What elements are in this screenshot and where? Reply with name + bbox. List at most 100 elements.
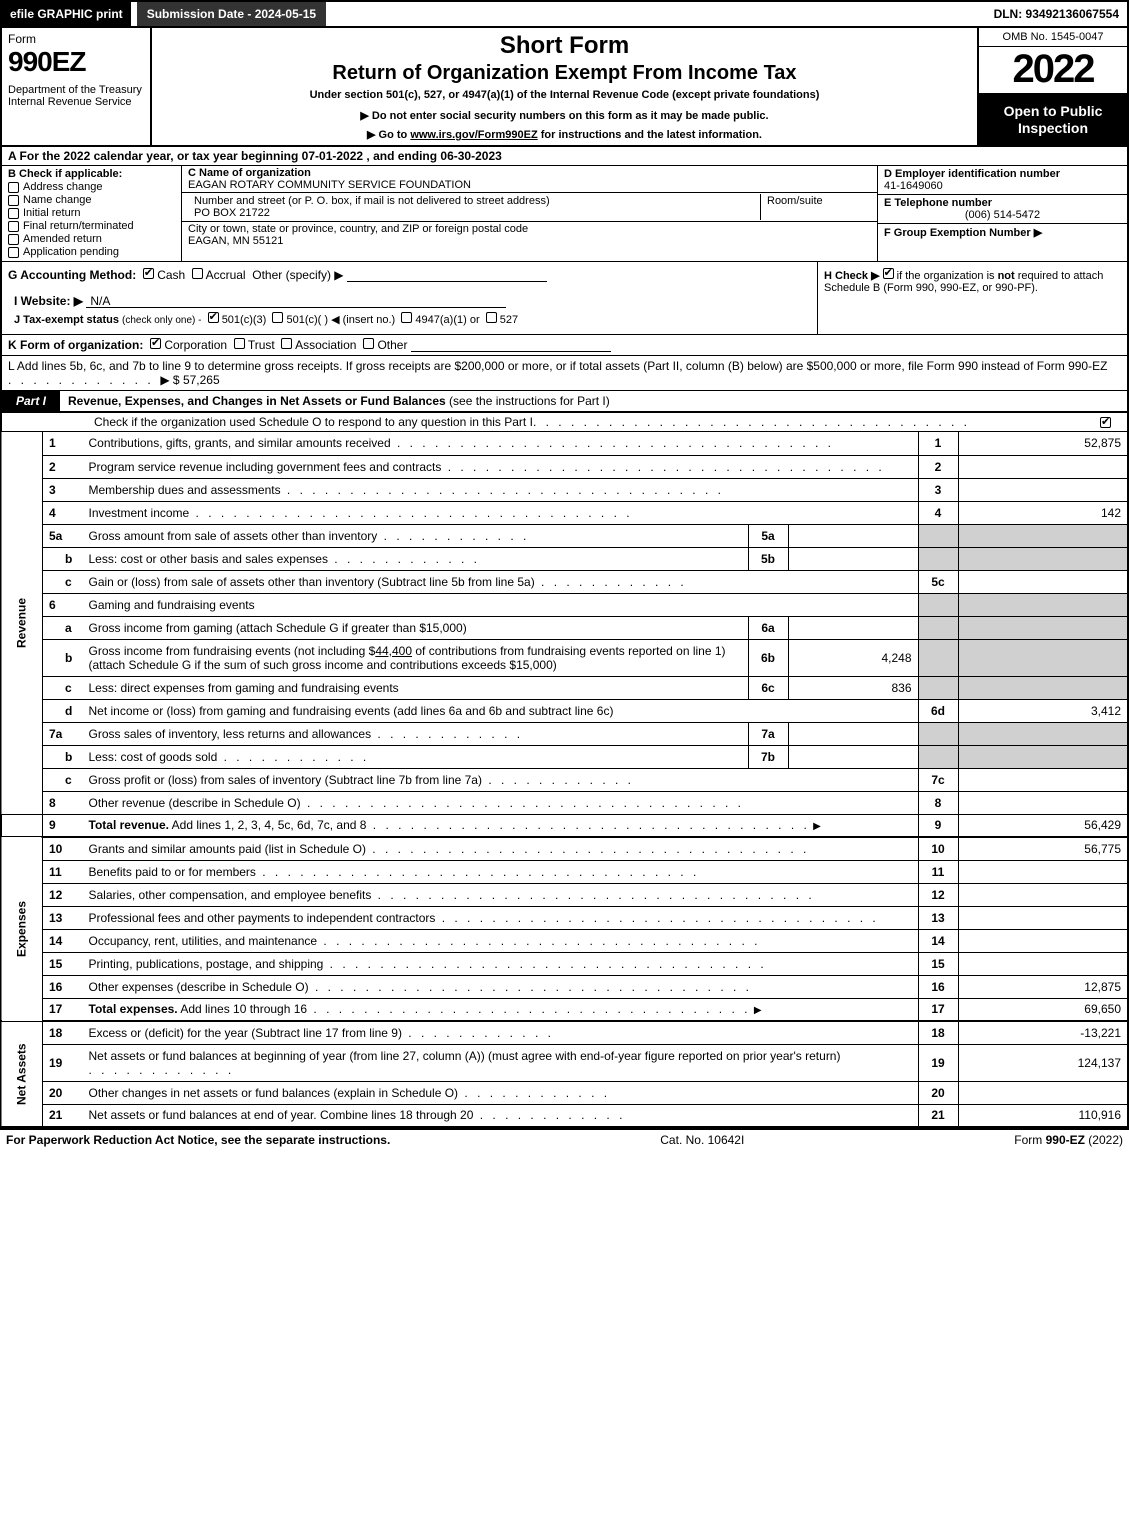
- col-def: D Employer identification number 41-1649…: [877, 166, 1127, 261]
- subtitle-3: ▶ Go to www.irs.gov/Form990EZ for instru…: [162, 128, 967, 141]
- side-revenue: Revenue: [1, 432, 43, 814]
- arrow-17: ▶: [754, 1005, 762, 1016]
- page-footer: For Paperwork Reduction Act Notice, see …: [0, 1128, 1129, 1150]
- chk-initial-return[interactable]: [8, 208, 19, 219]
- chk-application-pending[interactable]: [8, 247, 19, 258]
- c-city: EAGAN, MN 55121: [188, 235, 871, 247]
- sb-7b: 7b: [748, 745, 788, 768]
- nc-3: 3: [918, 478, 958, 501]
- row-14: 14 Occupancy, rent, utilities, and maint…: [1, 929, 1128, 952]
- nc-16: 16: [918, 975, 958, 998]
- row-6c: c Less: direct expenses from gaming and …: [1, 676, 1128, 699]
- nc-1: 1: [918, 432, 958, 455]
- chk-527[interactable]: [486, 312, 497, 323]
- d-15: Printing, publications, postage, and shi…: [89, 957, 767, 971]
- d-10: Grants and similar amounts paid (list in…: [89, 842, 810, 856]
- row-7c: c Gross profit or (loss) from sales of i…: [1, 768, 1128, 791]
- amt-6b: [958, 639, 1128, 676]
- d-19: Net assets or fund balances at beginning…: [89, 1049, 841, 1063]
- form-label: Form: [8, 32, 144, 46]
- k-other-field[interactable]: [411, 338, 611, 352]
- chk-trust[interactable]: [234, 338, 245, 349]
- ln-6b: b: [43, 639, 83, 676]
- chk-cash[interactable]: [143, 268, 154, 279]
- part-i-header: Part I Revenue, Expenses, and Changes in…: [0, 390, 1129, 413]
- k-other: Other: [377, 338, 407, 352]
- d-6d: Net income or (loss) from gaming and fun…: [83, 699, 919, 722]
- amt-7b: [958, 745, 1128, 768]
- nc-8: 8: [918, 791, 958, 814]
- c-city-label: City or town, state or province, country…: [188, 223, 871, 235]
- chk-name-change-label: Name change: [23, 194, 92, 206]
- h-label: H Check ▶: [824, 270, 880, 282]
- top-bar: efile GRAPHIC print Submission Date - 20…: [0, 0, 1129, 28]
- d-label: D Employer identification number: [884, 168, 1121, 180]
- header-center: Short Form Return of Organization Exempt…: [152, 28, 977, 145]
- nc-20: 20: [918, 1081, 958, 1104]
- main-title: Return of Organization Exempt From Incom…: [162, 62, 967, 85]
- chk-assoc[interactable]: [281, 338, 292, 349]
- k-trust: Trust: [248, 338, 275, 352]
- amt-3: [958, 478, 1128, 501]
- line-a-mid: , and ending: [366, 149, 440, 163]
- d-5b: Less: cost or other basis and sales expe…: [89, 552, 480, 566]
- tax-year: 2022: [979, 47, 1127, 94]
- amt-5c: [958, 570, 1128, 593]
- ln-6d: d: [43, 699, 83, 722]
- chk-4947[interactable]: [401, 312, 412, 323]
- sv-5a: [788, 524, 918, 547]
- amt-13: [958, 906, 1128, 929]
- amt-16: 12,875: [958, 975, 1128, 998]
- l-value: 57,265: [183, 373, 220, 387]
- side-netassets: Net Assets: [1, 1021, 43, 1127]
- chk-other[interactable]: [363, 338, 374, 349]
- part-i-tail: (see the instructions for Part I): [446, 394, 610, 408]
- sub3-post: for instructions and the latest informat…: [538, 129, 762, 141]
- h-text: if the organization is: [897, 270, 998, 282]
- subtitle-1: Under section 501(c), 527, or 4947(a)(1)…: [162, 89, 967, 101]
- j-label: J Tax-exempt status: [14, 314, 119, 326]
- d-9: Total revenue.: [89, 818, 169, 832]
- subtitle-2: ▶ Do not enter social security numbers o…: [162, 109, 967, 122]
- chk-final-return[interactable]: [8, 221, 19, 232]
- nc-10: 10: [918, 837, 958, 860]
- footer-right: Form 990-EZ (2022): [1014, 1133, 1123, 1147]
- row-16: 16 Other expenses (describe in Schedule …: [1, 975, 1128, 998]
- amt-7c: [958, 768, 1128, 791]
- chk-accrual[interactable]: [192, 268, 203, 279]
- ln-13: 13: [43, 906, 83, 929]
- g-cash: Cash: [157, 268, 185, 282]
- j-sub: (check only one) -: [122, 315, 201, 326]
- ln-2: 2: [43, 455, 83, 478]
- ln-16: 16: [43, 975, 83, 998]
- nc-5a: [918, 524, 958, 547]
- d-12: Salaries, other compensation, and employ…: [89, 888, 815, 902]
- k-assoc: Association: [295, 338, 356, 352]
- omb-number: OMB No. 1545-0047: [979, 28, 1127, 47]
- amt-18: -13,221: [958, 1021, 1128, 1044]
- sb-6c: 6c: [748, 676, 788, 699]
- chk-h[interactable]: [883, 268, 894, 279]
- chk-part-i-schedule-o[interactable]: [1100, 417, 1111, 428]
- col-b: B Check if applicable: Address change Na…: [2, 166, 182, 261]
- efile-print-label[interactable]: efile GRAPHIC print: [2, 2, 131, 26]
- ln-21: 21: [43, 1104, 83, 1127]
- row-12: 12 Salaries, other compensation, and emp…: [1, 883, 1128, 906]
- ln-1: 1: [43, 432, 83, 455]
- chk-amended-return[interactable]: [8, 234, 19, 245]
- ledger-table: Revenue 1 Contributions, gifts, grants, …: [0, 432, 1129, 1128]
- irs-link[interactable]: www.irs.gov/Form990EZ: [410, 129, 537, 141]
- chk-name-change[interactable]: [8, 195, 19, 206]
- g-other-field[interactable]: [347, 268, 547, 282]
- chk-501c[interactable]: [272, 312, 283, 323]
- amt-15: [958, 952, 1128, 975]
- ln-5a: 5a: [43, 524, 83, 547]
- dln-label: DLN: 93492136067554: [994, 7, 1127, 21]
- form-number: 990EZ: [8, 46, 144, 78]
- chk-501c3[interactable]: [208, 312, 219, 323]
- row-19: 19 Net assets or fund balances at beginn…: [1, 1044, 1128, 1081]
- chk-corp[interactable]: [150, 338, 161, 349]
- sb-6b: 6b: [748, 639, 788, 676]
- d-5a: Gross amount from sale of assets other t…: [89, 529, 530, 543]
- chk-address-change[interactable]: [8, 182, 19, 193]
